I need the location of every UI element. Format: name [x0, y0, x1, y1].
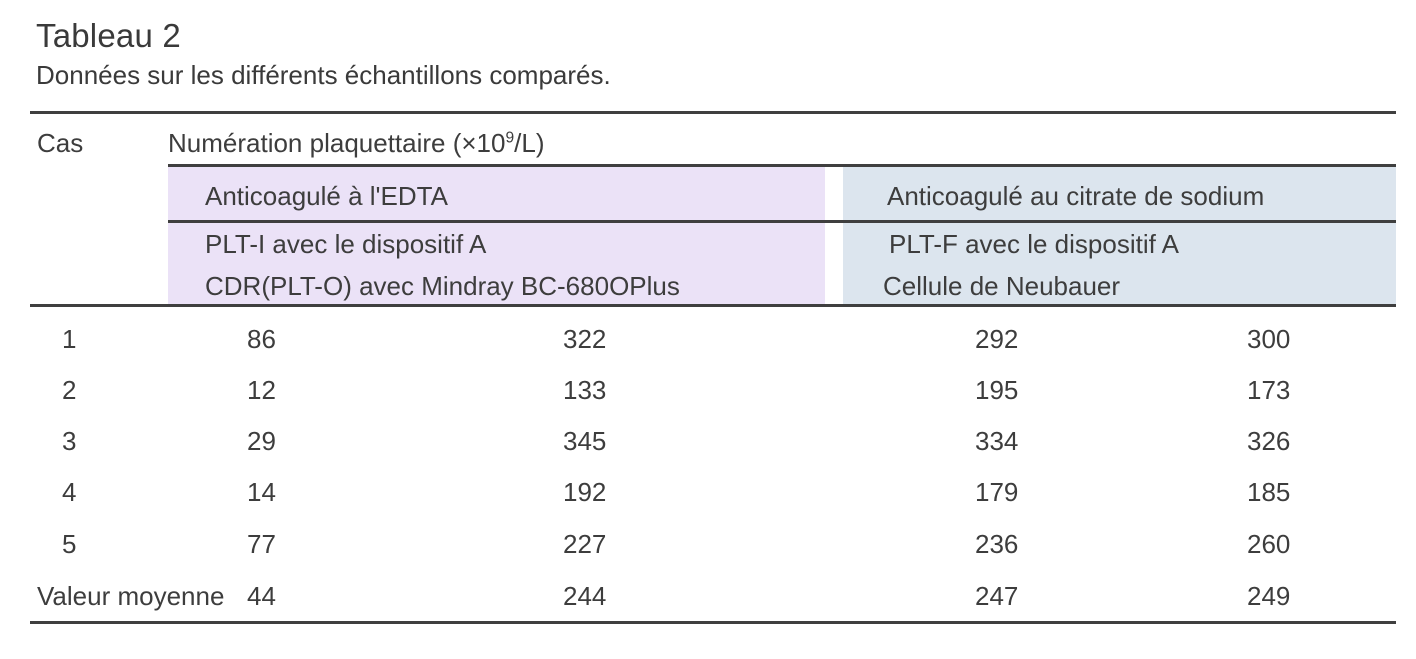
case-cell: 2	[62, 375, 77, 405]
value-cell-edta-cdr: 192	[563, 477, 607, 507]
value-cell-edta-cdr: 244	[563, 581, 607, 611]
value-cell-edta-plt-i: 29	[247, 426, 276, 456]
value-cell-citrate-plt-f: 292	[975, 324, 1019, 354]
case-cell: 1	[62, 324, 77, 354]
citrate-method-line2: Cellule de Neubauer	[883, 271, 1121, 301]
header-cell-cas: Cas	[37, 128, 84, 158]
table-row: 4 14 192 179 185	[0, 466, 1416, 518]
edta-group-band	[168, 167, 825, 304]
header-subrule	[168, 164, 1396, 167]
citrate-group-band	[843, 167, 1396, 304]
value-cell-edta-cdr: 227	[563, 529, 607, 559]
value-cell-edta-cdr: 345	[563, 426, 607, 456]
value-cell-edta-plt-i: 44	[247, 581, 276, 611]
case-cell-mean-label: Valeur moyenne	[37, 581, 225, 611]
value-cell-citrate-neubauer: 300	[1247, 324, 1291, 354]
table-caption: Données sur les différents échantillons …	[36, 60, 611, 90]
table-row-mean: Valeur moyenne 44 244 247 249	[0, 570, 1416, 622]
table-top-rule	[30, 111, 1396, 114]
citrate-method-line1: PLT-F avec le dispositif A	[889, 229, 1179, 259]
table-row: 2 12 133 195 173	[0, 364, 1416, 416]
value-cell-citrate-plt-f: 334	[975, 426, 1019, 456]
value-cell-edta-plt-i: 12	[247, 375, 276, 405]
header-bottom-rule	[30, 304, 1396, 307]
value-cell-edta-plt-i: 77	[247, 529, 276, 559]
table-row: 1 86 322 292 300	[0, 313, 1416, 365]
edta-anticoagulant-label: Anticoagulé à l'EDTA	[205, 181, 448, 211]
table-row: 3 29 345 334 326	[0, 415, 1416, 467]
table-title: Tableau 2	[36, 17, 181, 54]
measure-unit-exponent: 9	[505, 129, 515, 147]
value-cell-citrate-neubauer: 326	[1247, 426, 1291, 456]
value-cell-citrate-plt-f: 179	[975, 477, 1019, 507]
value-cell-citrate-neubauer: 260	[1247, 529, 1291, 559]
edta-method-line1: PLT-I avec le dispositif A	[205, 229, 487, 259]
value-cell-citrate-neubauer: 249	[1247, 581, 1291, 611]
measure-unit-suffix: /L)	[514, 128, 545, 158]
value-cell-citrate-plt-f: 195	[975, 375, 1019, 405]
citrate-anticoagulant-label: Anticoagulé au citrate de sodium	[887, 181, 1265, 211]
table-bottom-rule	[30, 621, 1396, 624]
table-row: 5 77 227 236 260	[0, 518, 1416, 570]
case-cell: 4	[62, 477, 77, 507]
value-cell-citrate-plt-f: 236	[975, 529, 1019, 559]
value-cell-citrate-neubauer: 185	[1247, 477, 1291, 507]
measure-unit-prefix: Numération plaquettaire (×10	[168, 128, 506, 158]
value-cell-edta-plt-i: 86	[247, 324, 276, 354]
edta-method-line2: CDR(PLT-O) avec Mindray BC-680OPlus	[205, 271, 680, 301]
value-cell-citrate-plt-f: 247	[975, 581, 1019, 611]
case-cell: 3	[62, 426, 77, 456]
anticoagulant-divider-rule	[168, 220, 1396, 223]
value-cell-edta-cdr: 322	[563, 324, 607, 354]
value-cell-edta-cdr: 133	[563, 375, 607, 405]
header-cell-measure: Numération plaquettaire (×109/L)	[168, 129, 545, 157]
value-cell-edta-plt-i: 14	[247, 477, 276, 507]
case-cell: 5	[62, 529, 77, 559]
value-cell-citrate-neubauer: 173	[1247, 375, 1291, 405]
